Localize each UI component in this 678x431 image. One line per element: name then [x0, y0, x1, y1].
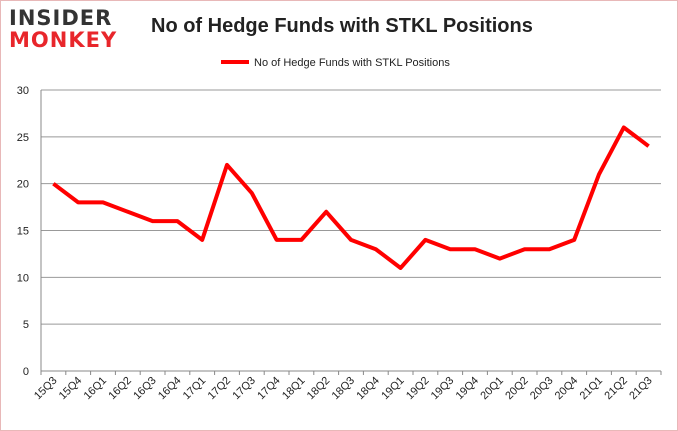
- x-tick-label: 16Q2: [106, 375, 134, 403]
- y-tick-label: 25: [17, 132, 29, 144]
- x-tick-label: 20Q1: [478, 375, 506, 403]
- x-tick-label: 17Q2: [206, 375, 234, 403]
- x-tick-label: 20Q3: [528, 375, 556, 403]
- x-tick-label: 19Q2: [404, 375, 432, 403]
- y-tick-label: 5: [23, 319, 29, 331]
- x-tick-label: 18Q4: [354, 375, 382, 403]
- x-tick-label: 18Q2: [305, 375, 333, 403]
- x-tick-label: 16Q1: [82, 375, 110, 403]
- series-line: [52, 125, 650, 270]
- y-tick-label: 0: [23, 366, 29, 378]
- x-tick-label: 15Q3: [32, 375, 60, 403]
- x-tick-label: 17Q1: [181, 375, 209, 403]
- x-tick-label: 21Q2: [602, 375, 630, 403]
- x-tick-label: 15Q4: [57, 375, 85, 403]
- x-tick-label: 17Q4: [255, 375, 283, 403]
- x-tick-label: 20Q2: [503, 375, 531, 403]
- x-tick-label: 16Q3: [131, 375, 159, 403]
- x-tick-label: 16Q4: [156, 375, 184, 403]
- x-tick-label: 21Q3: [627, 375, 655, 403]
- x-tick-label: 18Q1: [280, 375, 308, 403]
- y-tick-label: 15: [17, 226, 29, 238]
- y-tick-label: 20: [17, 179, 29, 191]
- x-tick-label: 19Q4: [454, 375, 482, 403]
- x-tick-label: 19Q3: [429, 375, 457, 403]
- y-tick-label: 10: [17, 272, 29, 284]
- y-tick-label: 30: [17, 85, 29, 97]
- x-tick-label: 21Q1: [578, 375, 606, 403]
- logo-line-1: INSIDER: [9, 6, 113, 30]
- x-tick-label: 19Q1: [379, 375, 407, 403]
- legend-label: No of Hedge Funds with STKL Positions: [254, 57, 450, 69]
- chart-title: No of Hedge Funds with STKL Positions: [151, 15, 533, 37]
- x-tick-label: 18Q3: [330, 375, 358, 403]
- logo-line-2: MONKEY: [9, 28, 118, 52]
- insider-monkey-logo: INSIDER MONKEY: [9, 7, 129, 55]
- x-tick-label: 20Q4: [553, 375, 581, 403]
- x-tick-label: 17Q3: [230, 375, 258, 403]
